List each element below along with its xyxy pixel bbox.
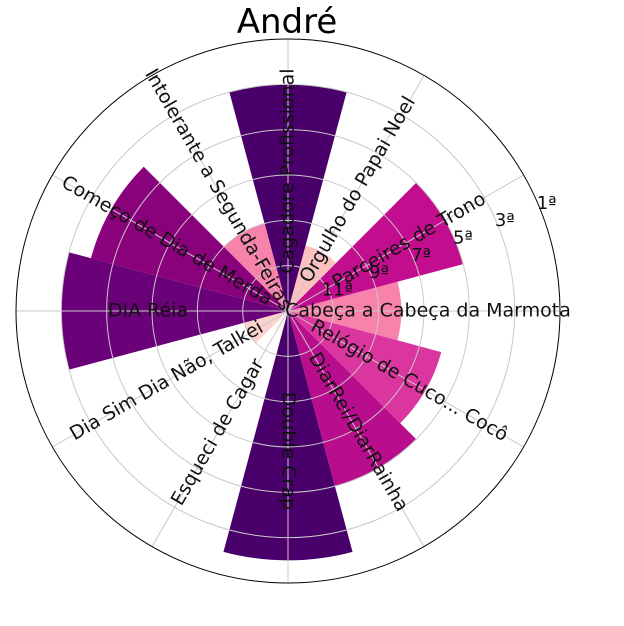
outer-circle xyxy=(15,38,561,584)
radial-tick-0: 11ª xyxy=(322,280,353,301)
grid-spoke-2 xyxy=(287,75,425,312)
chart-title: André xyxy=(237,2,338,42)
grid-spoke-4 xyxy=(151,75,289,312)
radial-tick-4: 3ª xyxy=(495,210,515,231)
grid-spoke-11 xyxy=(287,310,524,448)
radial-tick-1: 9ª xyxy=(369,262,389,283)
bar-2 xyxy=(288,245,337,311)
category-label-0: Cabeça a Cabeça da Marmota xyxy=(285,300,571,322)
bar-10 xyxy=(288,311,417,487)
bar-5 xyxy=(90,166,288,311)
grid-spoke-1 xyxy=(287,174,524,312)
category-label-6: DIA Réia xyxy=(108,300,188,322)
bar-4 xyxy=(223,223,288,311)
category-label-9: Double Crap xyxy=(278,392,300,510)
grid-spoke-5 xyxy=(52,174,289,312)
grid-layer xyxy=(15,38,561,584)
radial-tick-2: 7ª xyxy=(411,245,431,266)
radial-tick-5: 1ª xyxy=(537,193,557,214)
grid-spoke-7 xyxy=(52,310,289,448)
radial-ticks-layer: 11ª 9ª 7ª 5ª 3ª 1ª xyxy=(322,193,557,301)
bar-1 xyxy=(288,182,464,311)
grid-spoke-10 xyxy=(287,310,425,547)
radial-tick-3: 5ª xyxy=(453,228,473,249)
bar-7 xyxy=(244,311,288,344)
category-label-3: Cagadore Profissional xyxy=(277,68,299,273)
bar-8 xyxy=(271,311,288,333)
bar-11 xyxy=(288,311,442,424)
grid-spoke-8 xyxy=(151,310,289,547)
